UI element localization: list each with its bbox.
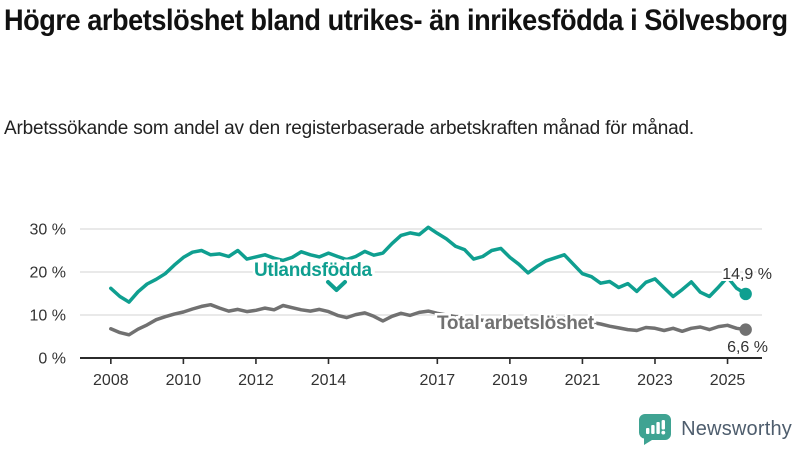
x-axis-tick-label: 2017 (420, 372, 456, 389)
newsworthy-logo: Newsworthy (638, 413, 792, 445)
line-chart-canvas: 0 % 10 % 20 % 30 % 2008 2010 2012 2014 2017 2019 2… (30, 222, 774, 390)
x-axis-tick-label: 2019 (492, 372, 528, 389)
x-axis-tick-label: 2008 (93, 372, 129, 389)
series-line-utlandsfodda (109, 225, 748, 304)
x-axis-tick-label: 2025 (710, 372, 746, 389)
series-label-utlandsfodda: Utlandsfödda (254, 260, 373, 281)
newsworthy-icon (639, 414, 672, 445)
y-axis-tick-label: 30 % (30, 222, 66, 239)
y-axis-tick-label: 20 % (30, 265, 66, 282)
line-chart: 0 % 10 % 20 % 30 % 2008 2010 2012 2014 2017 2019 2… (0, 200, 800, 400)
x-axis-tick-label: 2021 (565, 372, 601, 389)
x-axis-tick-label: 2023 (637, 372, 673, 389)
y-axis-tick-label: 10 % (30, 308, 66, 325)
y-axis-tick-label: 0 % (38, 351, 66, 368)
x-axis-tick-label: 2012 (238, 372, 274, 389)
chart-subtitle: Arbetssökande som andel av den registerb… (4, 118, 694, 139)
end-value-label-utlandsfodda: 14,9 % (722, 266, 772, 283)
series-line-total (109, 302, 748, 337)
end-dot-total (739, 323, 752, 336)
x-axis-tick-label: 2010 (166, 372, 202, 389)
end-dot-utlandsfodda (739, 287, 752, 301)
chart-title: Högre arbetslöshet bland utrikes- än inr… (4, 4, 788, 37)
x-axis-tick-label: 2014 (311, 372, 347, 389)
label-pointer-chevron-icon (326, 280, 347, 292)
series-label-total: Total arbetslöshet (437, 313, 595, 334)
end-value-label-total: 6,6 % (727, 339, 768, 356)
newsworthy-wordmark: Newsworthy (681, 417, 792, 440)
